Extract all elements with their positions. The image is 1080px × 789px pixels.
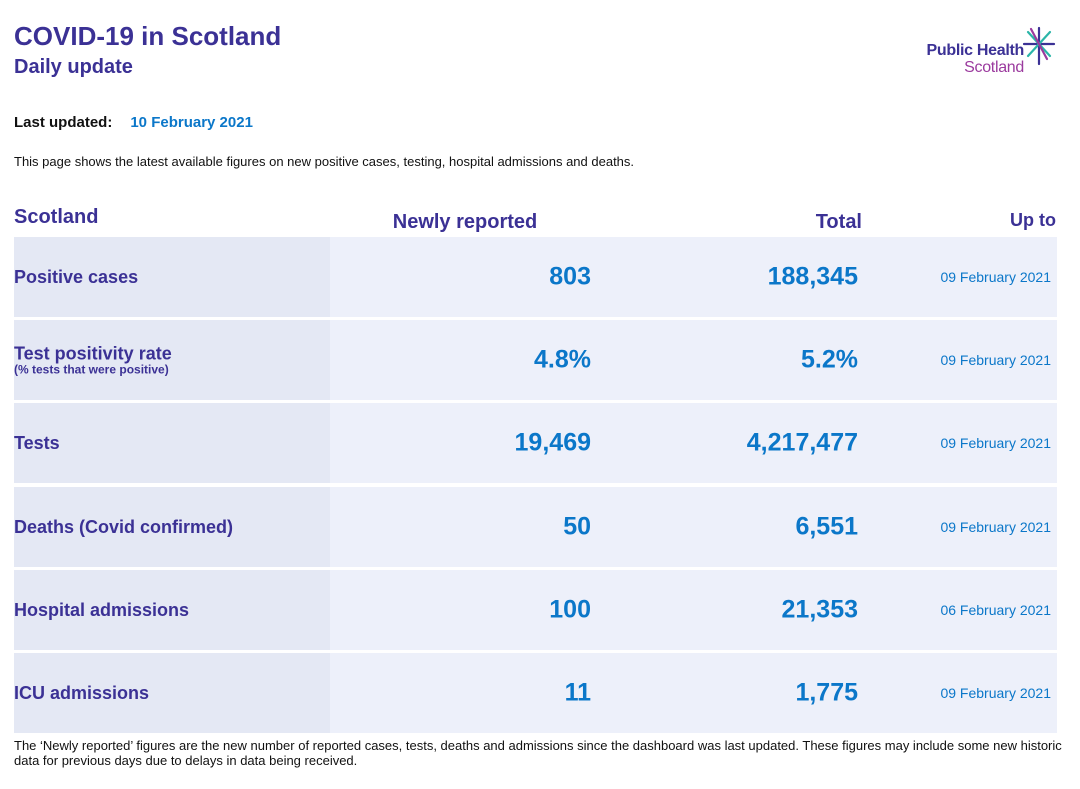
row-label-cell: Positive cases xyxy=(14,237,330,317)
footnote: The ‘Newly reported’ figures are the new… xyxy=(14,738,1062,768)
last-updated-label: Last updated: xyxy=(14,114,113,131)
row-label-text: ICU admissions xyxy=(14,682,150,703)
table-row: Tests 19,469 4,217,477 09 February 2021 xyxy=(14,403,1057,484)
intro-text: This page shows the latest available fig… xyxy=(14,154,635,169)
row-label-cell: Hospital admissions xyxy=(14,569,330,650)
row-label-text: Deaths (Covid confirmed) xyxy=(14,516,234,537)
row-label-cell: Test positivity rate (% tests that were … xyxy=(14,320,330,401)
header-newly-reported: Newly reported xyxy=(392,211,538,233)
logo-text-line1: Public Health xyxy=(926,42,1025,59)
row-newly-reported: 803 xyxy=(549,262,591,291)
table-row: Hospital admissions 100 21,353 06 Februa… xyxy=(14,569,1057,650)
row-newly-reported: 100 xyxy=(549,595,591,624)
row-newly-reported: 4.8% xyxy=(534,345,591,374)
last-updated: Last updated: 10 February 2021 xyxy=(14,114,253,132)
row-total: 6,551 xyxy=(795,512,858,541)
row-label: Positive cases xyxy=(14,267,138,287)
header-up-to: Up to xyxy=(1010,210,1056,230)
table-row: Test positivity rate (% tests that were … xyxy=(14,320,1057,401)
header-region: Scotland xyxy=(14,206,99,228)
star-burst-icon xyxy=(1022,26,1056,66)
row-up-to: 09 February 2021 xyxy=(940,269,1051,285)
table-row: Positive cases 803 188,345 09 February 2… xyxy=(14,237,1057,317)
row-total: 21,353 xyxy=(781,595,858,624)
row-label-text: Hospital admissions xyxy=(14,599,190,620)
row-label-text: Tests xyxy=(14,433,60,454)
row-newly-reported: 50 xyxy=(563,512,591,541)
row-up-to: 09 February 2021 xyxy=(940,352,1051,369)
public-health-scotland-logo: Public Health Scotland xyxy=(906,26,1056,82)
row-label-text: Positive cases xyxy=(14,267,139,287)
table-header: Scotland Newly reported Total Up to xyxy=(0,204,1080,238)
table-row: ICU admissions 11 1,775 09 February 2021 xyxy=(14,652,1057,733)
row-up-to: 09 February 2021 xyxy=(940,518,1051,535)
row-label-cell: ICU admissions xyxy=(14,652,330,733)
row-sublabel: (% tests that were positive) xyxy=(14,362,169,377)
logo-text-line2: Scotland xyxy=(964,59,1024,76)
row-total: 5.2% xyxy=(801,345,858,374)
row-total: 1,775 xyxy=(795,678,858,707)
row-newly-reported: 11 xyxy=(564,678,591,707)
table-row: Deaths (Covid confirmed) 50 6,551 09 Feb… xyxy=(14,486,1057,567)
row-label: Test positivity rate (% tests that were … xyxy=(14,344,172,377)
row-label-cell: Deaths (Covid confirmed) xyxy=(14,486,330,567)
row-label-text: Test positivity rate xyxy=(14,343,172,364)
row-label: Deaths (Covid confirmed) xyxy=(14,517,233,537)
row-label: Hospital admissions xyxy=(14,600,189,620)
row-label: ICU admissions xyxy=(14,683,149,703)
stats-table: Positive cases 803 188,345 09 February 2… xyxy=(14,237,1057,733)
row-total: 188,345 xyxy=(767,262,858,291)
row-newly-reported: 19,469 xyxy=(514,428,591,457)
row-label-cell: Tests xyxy=(14,403,330,484)
header-total: Total xyxy=(815,211,862,233)
last-updated-date: 10 February 2021 xyxy=(130,114,253,131)
row-up-to: 09 February 2021 xyxy=(940,435,1051,452)
row-up-to: 09 February 2021 xyxy=(940,684,1051,701)
row-up-to: 06 February 2021 xyxy=(940,601,1051,618)
row-label: Tests xyxy=(14,433,60,453)
row-total: 4,217,477 xyxy=(746,428,858,457)
page-subtitle: Daily update xyxy=(14,56,133,78)
page-title: COVID-19 in Scotland xyxy=(14,21,282,51)
